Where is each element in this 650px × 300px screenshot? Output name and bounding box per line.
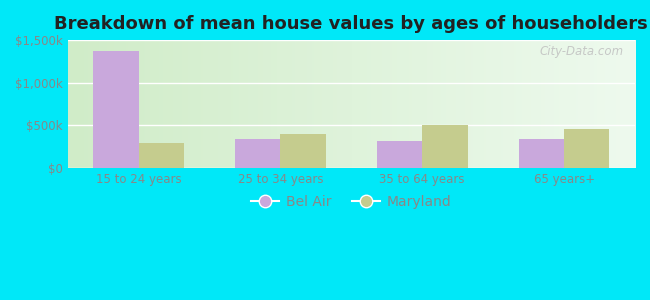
- Title: Breakdown of mean house values by ages of householders: Breakdown of mean house values by ages o…: [55, 15, 648, 33]
- Bar: [519, 139, 564, 168]
- Legend: Bel Air, Maryland: Bel Air, Maryland: [246, 190, 457, 215]
- Bar: [377, 141, 423, 168]
- Bar: [564, 129, 610, 168]
- Bar: [235, 139, 280, 168]
- Bar: [422, 125, 467, 168]
- Bar: [93, 51, 138, 168]
- Text: City-Data.com: City-Data.com: [540, 45, 623, 58]
- Bar: [280, 134, 326, 168]
- Bar: [138, 143, 184, 168]
